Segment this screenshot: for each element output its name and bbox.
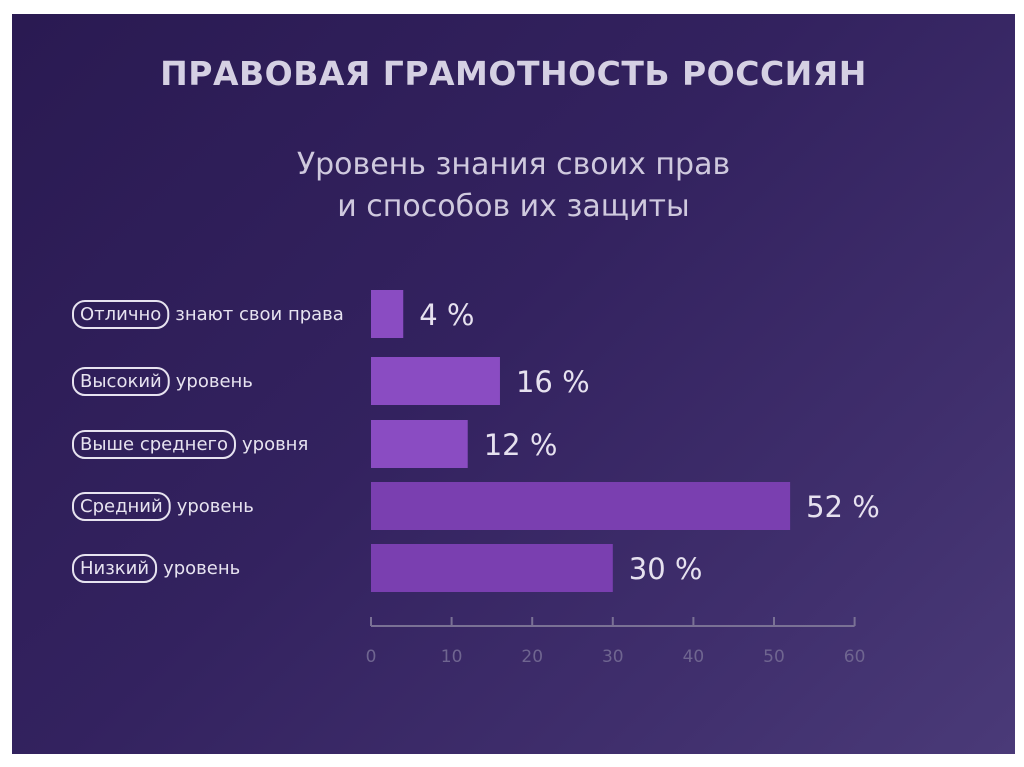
- category-pill-2: [72, 430, 236, 459]
- value-label-4: 30 %: [629, 552, 703, 586]
- category-highlight-3: Средний: [80, 496, 163, 517]
- bar-chart: 4 % Отлично знают свои права 16 % Высокий уро…: [72, 290, 880, 667]
- category-rest-0: знают свои права: [175, 304, 344, 325]
- x-tick-label-3: 30: [602, 647, 624, 667]
- chart-subtitle: Уровень знания своих прав и способов их …: [12, 144, 1015, 228]
- category-label-0: Отлично знают свои права: [72, 300, 344, 329]
- category-pill-4: [72, 554, 158, 583]
- value-label-1: 16 %: [516, 365, 590, 399]
- x-tick-label-1: 10: [441, 647, 463, 667]
- category-rest-4: уровень: [163, 558, 240, 579]
- category-highlight-1: Высокий: [80, 371, 162, 392]
- bar-1: [371, 357, 500, 405]
- x-tick-label-2: 20: [521, 647, 543, 667]
- x-tick-label-5: 50: [763, 647, 785, 667]
- bar-0: [371, 290, 404, 338]
- slide: ПРАВОВАЯ ГРАМОТНОСТЬ РОССИЯН Уровень зна…: [12, 14, 1015, 754]
- bar-2: [371, 420, 468, 468]
- category-highlight-0: Отлично: [80, 304, 161, 325]
- chart-subtitle-line-2: и способов их защиты: [337, 189, 690, 224]
- category-rest-2: уровня: [242, 434, 308, 455]
- x-tick-label-0: 0: [366, 647, 377, 667]
- bar-3: [371, 482, 791, 530]
- chart-subtitle-line-1: Уровень знания своих прав: [296, 147, 731, 182]
- value-label-2: 12 %: [484, 428, 558, 462]
- x-tick-label-4: 40: [683, 647, 705, 667]
- category-label-3: Средний уровень: [72, 492, 254, 521]
- category-label-1: Высокий уровень: [72, 367, 253, 396]
- category-rest-1: уровень: [176, 371, 253, 392]
- chart-title: ПРАВОВАЯ ГРАМОТНОСТЬ РОССИЯН: [160, 54, 867, 93]
- category-rest-3: уровень: [177, 496, 254, 517]
- category-label-4: Низкий уровень: [72, 554, 240, 583]
- category-highlight-2: Выше среднего: [80, 434, 228, 455]
- x-tick-label-6: 60: [844, 647, 866, 667]
- category-pill-1: [72, 367, 170, 396]
- bar-4: [371, 544, 613, 592]
- value-label-0: 4 %: [419, 298, 474, 332]
- category-label-2: Выше среднего уровня: [72, 430, 308, 459]
- category-pill-0: [72, 300, 170, 329]
- category-pill-3: [72, 492, 171, 521]
- value-label-3: 52 %: [806, 490, 880, 524]
- category-highlight-4: Низкий: [80, 558, 149, 579]
